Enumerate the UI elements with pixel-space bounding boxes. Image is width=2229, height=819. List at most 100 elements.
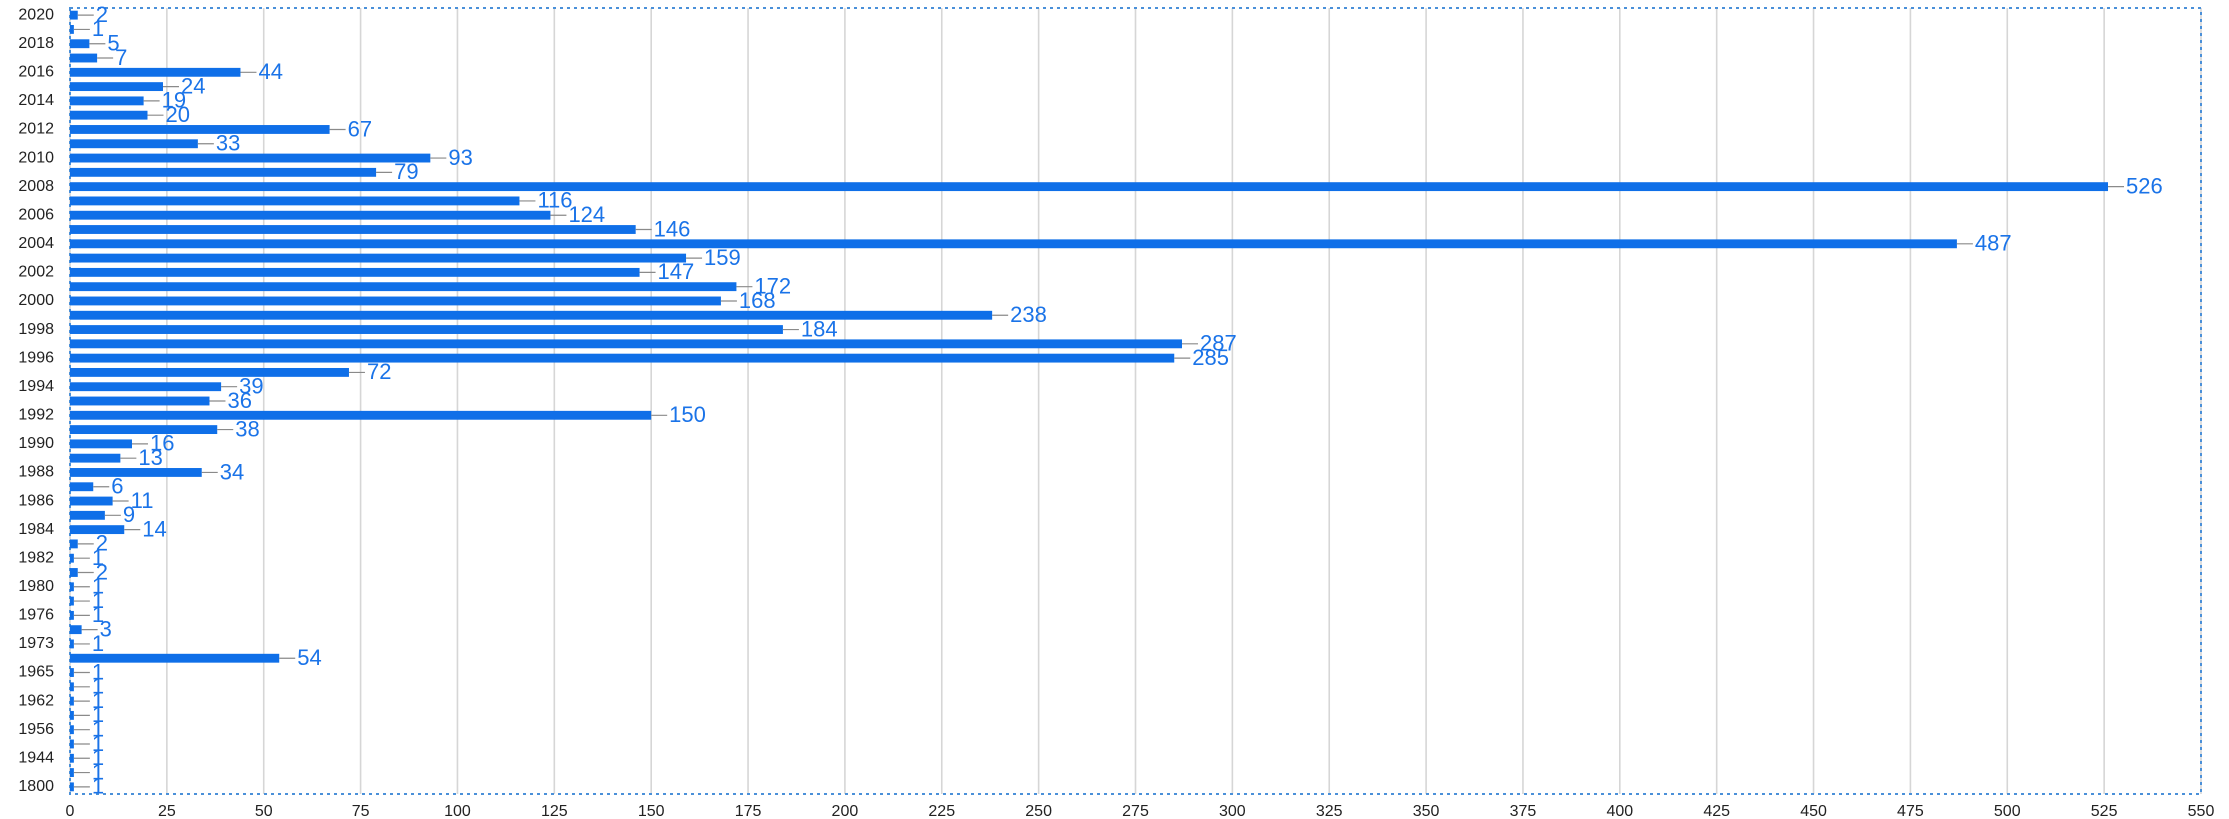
bar-1983	[70, 539, 78, 549]
data-label-2007: 116	[537, 188, 572, 213]
x-tick-label-100: 100	[444, 803, 471, 819]
bar-1984	[70, 525, 125, 535]
data-label-1987: 6	[111, 474, 123, 499]
data-label-2012: 67	[348, 116, 372, 141]
data-label-2011: 33	[216, 131, 240, 156]
data-label-1968: 54	[297, 645, 321, 670]
bar-1992	[70, 410, 652, 420]
bar-2020	[70, 10, 78, 20]
data-label-2019: 1	[92, 16, 104, 41]
y-tick-label-1994: 1994	[18, 378, 54, 395]
y-tick-label-1976: 1976	[18, 607, 54, 624]
y-tick-label-1962: 1962	[18, 692, 54, 709]
x-tick-label-350: 350	[1413, 803, 1440, 819]
bar-2019	[70, 25, 74, 34]
data-label-2003: 159	[704, 245, 741, 270]
x-tick-label-0: 0	[66, 803, 75, 819]
data-label-1996: 285	[1192, 345, 1229, 370]
data-label-1956: 1	[92, 717, 104, 742]
bar-2016	[70, 67, 241, 77]
bars: 2157442419206733937952611612414648715914…	[70, 2, 2163, 799]
bar-2005	[70, 225, 636, 234]
data-label-1994: 39	[239, 374, 263, 399]
data-label-2018: 5	[107, 31, 119, 56]
bar-1944	[70, 753, 74, 763]
y-tick-label-2000: 2000	[18, 292, 54, 309]
data-label-2014: 19	[162, 88, 186, 113]
x-tick-label-125: 125	[541, 803, 568, 819]
data-label-2000: 168	[739, 288, 776, 313]
bar-1965	[70, 668, 74, 677]
bar-1982	[70, 553, 74, 563]
bar-2012	[70, 125, 330, 134]
bar-2018	[70, 39, 90, 49]
bar-2002	[70, 267, 640, 277]
bar-1956	[70, 725, 74, 735]
x-tick-label-250: 250	[1025, 803, 1052, 819]
y-tick-label-1800: 1800	[18, 778, 54, 795]
x-tick-label-425: 425	[1703, 803, 1730, 819]
bar-2003	[70, 253, 687, 263]
data-label-2001: 172	[754, 273, 791, 298]
data-label-2008: 526	[2126, 173, 2163, 198]
data-label-1988: 34	[220, 459, 244, 484]
bar-1995	[70, 367, 349, 377]
bar-2014	[70, 96, 144, 106]
y-tick-label-2012: 2012	[18, 121, 54, 138]
bar-2006	[70, 210, 551, 220]
x-tick-label-75: 75	[352, 803, 370, 819]
bar-2007	[70, 196, 520, 206]
bar-1996	[70, 353, 1175, 363]
bar-1957	[70, 710, 74, 720]
y-tick-label-2010: 2010	[18, 149, 54, 166]
x-axis-tick-labels: 0 25 50 75 100 125 150 175 200 225 250 275 300 325 350…	[66, 803, 2215, 819]
y-tick-label-2004: 2004	[18, 235, 54, 252]
y-tick-label-2016: 2016	[18, 64, 54, 81]
bar-2001	[70, 282, 737, 292]
data-label-1974: 3	[100, 616, 112, 641]
bar-2017	[70, 53, 98, 63]
data-label-1964: 1	[92, 674, 104, 699]
bar-1981	[70, 568, 78, 577]
bar-1974	[70, 625, 82, 635]
x-tick-label-275: 275	[1122, 803, 1149, 819]
y-tick-label-2018: 2018	[18, 35, 54, 52]
data-label-1999: 238	[1010, 302, 1047, 327]
bar-2011	[70, 139, 198, 149]
bar-1988	[70, 468, 202, 477]
bar-2000	[70, 296, 721, 306]
y-tick-label-2008: 2008	[18, 178, 54, 195]
data-label-1800: 1	[92, 774, 104, 799]
data-label-1982: 1	[92, 545, 104, 570]
x-tick-label-25: 25	[158, 803, 176, 819]
data-label-1995: 72	[367, 359, 391, 384]
x-tick-label-375: 375	[1510, 803, 1537, 819]
data-label-2020: 2	[96, 2, 108, 27]
bar-1997	[70, 339, 1182, 349]
bar-1962	[70, 696, 74, 706]
data-label-1986: 11	[131, 488, 154, 513]
y-tick-label-1998: 1998	[18, 321, 54, 338]
y-tick-label-1980: 1980	[18, 578, 54, 595]
bar-1980	[70, 582, 74, 592]
bar-2004	[70, 239, 1957, 249]
y-tick-label-2014: 2014	[18, 92, 54, 109]
bar-1986	[70, 496, 113, 506]
data-label-1993: 36	[227, 388, 251, 413]
data-label-1984: 14	[142, 516, 166, 541]
y-tick-label-1956: 1956	[18, 721, 54, 738]
data-label-2015: 24	[181, 73, 205, 98]
data-label-1944: 1	[92, 745, 104, 770]
y-tick-label-1973: 1973	[18, 635, 54, 652]
bar-2008	[70, 182, 2109, 192]
data-label-1962: 1	[92, 688, 104, 713]
y-tick-label-1965: 1965	[18, 664, 54, 681]
gridlines	[69, 8, 2202, 794]
data-label-1973: 1	[92, 631, 104, 656]
y-tick-label-1944: 1944	[18, 749, 54, 766]
data-label-1992: 150	[669, 402, 706, 427]
bar-1987	[70, 482, 94, 492]
data-label-1981: 2	[96, 559, 108, 584]
data-label-1998: 184	[801, 316, 838, 341]
